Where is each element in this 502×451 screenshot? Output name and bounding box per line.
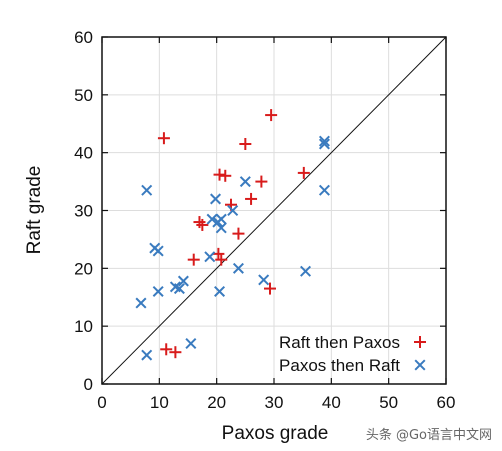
- data-point-paxos-then-raft: [206, 213, 218, 225]
- data-point-paxos-then-raft: [318, 184, 330, 196]
- data-point-raft-then-paxos: [255, 175, 268, 188]
- data-point-raft-then-paxos: [160, 343, 173, 356]
- data-point-paxos-then-raft: [258, 274, 270, 286]
- data-point-paxos-then-raft: [318, 138, 330, 150]
- data-point-raft-then-paxos: [215, 253, 228, 266]
- data-point-paxos-then-raft: [177, 275, 189, 287]
- data-point-paxos-then-raft: [215, 222, 227, 234]
- data-point-paxos-then-raft: [214, 285, 226, 297]
- x-ticks: 0 10 20 30 40 50 60: [97, 37, 455, 412]
- data-point-paxos-then-raft: [152, 285, 164, 297]
- data-point-paxos-then-raft: [210, 193, 222, 205]
- y-axis-title: Raft grade: [24, 166, 45, 255]
- x-tick-label: 50: [379, 393, 398, 412]
- data-point-raft-then-paxos: [193, 216, 206, 229]
- data-point-raft-then-paxos: [157, 132, 170, 145]
- data-point-paxos-then-raft: [185, 338, 197, 350]
- x-tick-label: 60: [437, 393, 456, 412]
- data-point-paxos-then-raft: [227, 204, 239, 217]
- data-point-raft-then-paxos: [263, 282, 276, 295]
- legend-label-paxos-then-raft: Paxos then Raft: [279, 356, 400, 375]
- data-point-paxos-then-raft: [152, 245, 164, 257]
- x-axis-title: Paxos grade: [222, 423, 329, 444]
- data-point-raft-then-paxos: [219, 169, 232, 182]
- y-tick-label: 20: [74, 259, 93, 278]
- y-tick-label: 0: [84, 375, 93, 394]
- y-tick-label: 40: [74, 144, 93, 163]
- diagonal-line: [101, 36, 447, 385]
- data-points: [135, 109, 330, 361]
- data-point-paxos-then-raft: [141, 349, 153, 361]
- data-point-paxos-then-raft: [173, 283, 185, 295]
- data-point-raft-then-paxos: [297, 166, 310, 179]
- data-point-paxos-then-raft: [232, 262, 244, 274]
- data-point-raft-then-paxos: [239, 137, 252, 150]
- x-tick-label: 10: [150, 393, 169, 412]
- data-point-raft-then-paxos: [245, 192, 258, 205]
- legend-marker-raft-then-paxos: [414, 336, 426, 348]
- data-point-raft-then-paxos: [212, 247, 225, 260]
- data-point-paxos-then-raft: [135, 297, 147, 309]
- data-point-paxos-then-raft: [204, 251, 216, 263]
- legend-label-raft-then-paxos: Raft then Paxos: [279, 333, 400, 352]
- data-point-raft-then-paxos: [196, 218, 209, 231]
- data-point-raft-then-paxos: [232, 227, 245, 240]
- data-point-raft-then-paxos: [169, 346, 182, 359]
- data-point-raft-then-paxos: [265, 109, 278, 122]
- legend-marker-paxos-then-raft: [414, 359, 426, 371]
- data-point-raft-then-paxos: [213, 168, 226, 181]
- reference-diagonal: [101, 36, 447, 385]
- data-point-paxos-then-raft: [239, 176, 251, 188]
- x-tick-label: 30: [265, 393, 284, 412]
- watermark: 头条 @Go语言中文网: [365, 428, 492, 443]
- x-tick-label: 40: [322, 393, 341, 412]
- data-point-paxos-then-raft: [215, 213, 227, 225]
- y-ticks: 0 10 20 30 40 50 60: [74, 28, 446, 394]
- data-point-paxos-then-raft: [300, 265, 312, 277]
- legend: Raft then Paxos Paxos then Raft: [279, 333, 426, 375]
- data-point-paxos-then-raft: [318, 135, 330, 147]
- data-point-paxos-then-raft: [141, 184, 153, 196]
- x-tick-label: 20: [207, 393, 226, 412]
- y-tick-label: 60: [74, 28, 93, 47]
- y-tick-label: 10: [74, 317, 93, 336]
- y-tick-label: 30: [74, 202, 93, 221]
- data-point-raft-then-paxos: [187, 253, 200, 266]
- x-tick-label: 0: [97, 393, 106, 412]
- y-tick-label: 50: [74, 86, 93, 105]
